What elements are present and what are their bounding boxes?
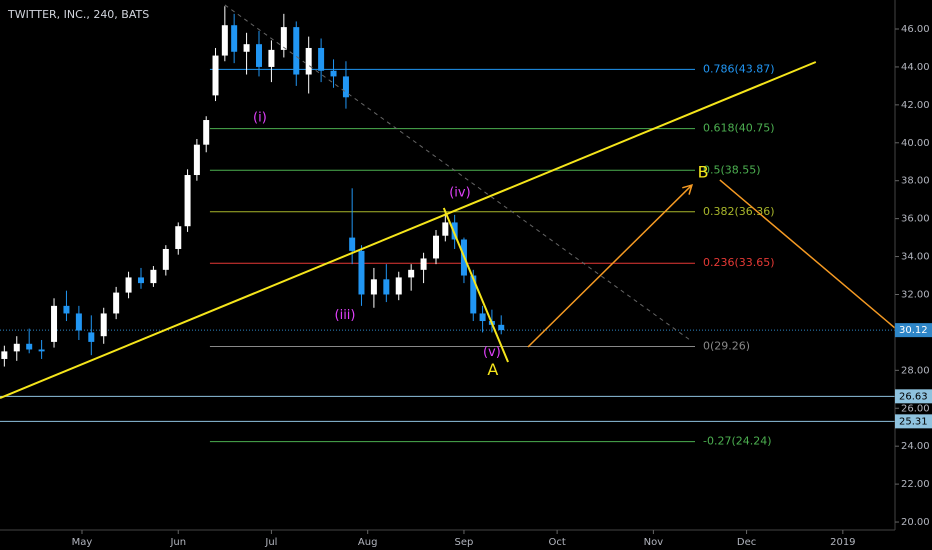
candle-body	[1, 351, 8, 359]
grid-layer	[0, 329, 895, 422]
y-tick-label: 46.00	[901, 24, 930, 35]
candle-body	[280, 27, 287, 50]
price-badge-label: 30.12	[899, 325, 928, 336]
fib-label: -0.27(24.24)	[703, 435, 772, 448]
candle-body	[395, 277, 402, 295]
candle-body	[408, 269, 415, 278]
candle-body	[13, 343, 20, 352]
wave-label: (iv)	[449, 186, 470, 201]
y-tick-label: 20.00	[901, 517, 930, 528]
price-badge	[895, 323, 932, 338]
drawing-layer: (i) (iii) (iv) (v)A B	[0, 4, 896, 399]
fib-label: 0.5(38.55)	[703, 163, 761, 176]
wave-label: (iii)	[335, 308, 356, 323]
candle-body	[442, 222, 449, 236]
candle-body	[420, 258, 427, 270]
candle-body	[150, 269, 157, 284]
candle-body	[75, 313, 82, 331]
y-tick-label: 42.00	[901, 100, 930, 111]
candle-body	[88, 332, 95, 342]
trend-line	[527, 184, 693, 348]
candle-body	[231, 25, 238, 52]
candle-body	[349, 237, 356, 251]
price-badge-label: 26.63	[899, 391, 928, 402]
candle-body	[330, 70, 337, 77]
candle-body	[184, 175, 191, 227]
candle-body	[498, 324, 505, 331]
candle-body	[342, 76, 349, 98]
wave-label: (v)	[483, 345, 501, 360]
candle-body	[479, 313, 486, 322]
x-tick-label: Dec	[737, 537, 756, 548]
candle-body	[370, 279, 377, 295]
fib-label: 0.786(43.87)	[703, 62, 775, 75]
candle-body	[63, 305, 70, 314]
candle-body	[293, 27, 300, 75]
price-badge	[895, 389, 932, 404]
candle-body	[125, 277, 132, 293]
candle-layer	[1, 6, 505, 367]
candle-body	[268, 49, 275, 67]
candle-body	[100, 313, 107, 337]
candle-body	[305, 47, 312, 75]
candle-body	[38, 349, 45, 352]
candle-body	[470, 275, 477, 314]
y-tick-label: 44.00	[901, 62, 930, 73]
x-tick-label: Sep	[455, 537, 474, 548]
candle-body	[203, 120, 210, 145]
candle-body	[383, 279, 390, 295]
candle-body	[358, 250, 365, 295]
candle-body	[212, 55, 219, 96]
price-badge-label: 25.31	[899, 416, 928, 427]
y-tick-label: 26.00	[901, 403, 930, 414]
fib-label: 0.236(33.65)	[703, 256, 775, 269]
candle-body	[243, 44, 250, 52]
candle-body	[193, 144, 200, 176]
y-tick-label: 28.00	[901, 365, 930, 376]
y-tick-label: 22.00	[901, 479, 930, 490]
trend-line	[442, 207, 509, 363]
fib-label: 0.382(36.36)	[703, 205, 775, 218]
trend-line	[719, 179, 896, 329]
candle-body	[113, 292, 120, 314]
x-tick-label: Jun	[169, 537, 186, 548]
candle-body	[162, 248, 169, 270]
chart-title: TWITTER, INC., 240, BATS	[7, 8, 149, 21]
y-tick-label: 36.00	[901, 214, 930, 225]
y-tick-label: 38.00	[901, 176, 930, 187]
wave-label: B	[698, 163, 709, 182]
wave-label: (i)	[253, 111, 267, 126]
candle-body	[26, 343, 33, 350]
x-tick-label: 2019	[830, 537, 855, 548]
fib-label: 0.618(40.75)	[703, 122, 775, 135]
candle-body	[137, 277, 144, 284]
wave-label: A	[487, 360, 498, 379]
candle-body	[318, 47, 325, 71]
arrow-head	[682, 183, 694, 195]
x-tick-label: Aug	[358, 537, 378, 548]
candle-body	[451, 222, 458, 240]
price-badge	[895, 414, 932, 429]
candle-body	[255, 44, 262, 67]
x-tick-label: Jul	[264, 537, 277, 548]
y-tick-label: 32.00	[901, 289, 930, 300]
y-tick-label: 24.00	[901, 441, 930, 452]
y-tick-label: 40.00	[901, 138, 930, 149]
fib-label: 0(29.26)	[703, 339, 750, 352]
y-tick-label: 34.00	[901, 252, 930, 263]
candle-body	[51, 305, 58, 342]
candle-body	[221, 25, 228, 56]
candle-body	[175, 226, 182, 249]
trend-line	[0, 61, 817, 399]
x-tick-label: Oct	[548, 537, 565, 548]
x-tick-label: May	[72, 537, 93, 548]
candle-body	[433, 235, 440, 259]
x-tick-label: Nov	[644, 537, 664, 548]
